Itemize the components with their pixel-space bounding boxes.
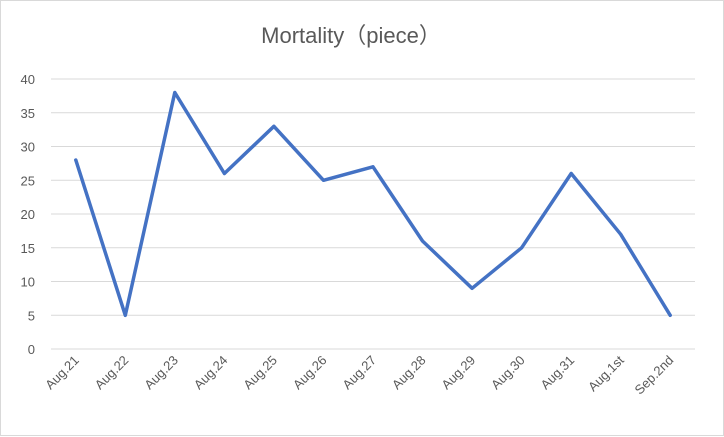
x-tick-label: Aug.25 bbox=[240, 353, 280, 393]
y-tick-label: 10 bbox=[21, 275, 35, 290]
x-tick-label: Aug.28 bbox=[389, 353, 429, 393]
data-point bbox=[371, 165, 375, 169]
gridlines bbox=[51, 78, 695, 350]
data-point bbox=[619, 232, 623, 236]
y-tick-label: 25 bbox=[21, 173, 35, 188]
y-tick-label: 20 bbox=[21, 207, 35, 222]
data-point bbox=[520, 246, 524, 250]
y-tick-label: 35 bbox=[21, 106, 35, 121]
data-point bbox=[569, 172, 573, 175]
chart-title: Mortality（piece） bbox=[261, 23, 441, 48]
x-tick-label: Aug.22 bbox=[92, 353, 132, 393]
y-tick-label: 0 bbox=[28, 342, 35, 357]
x-tick-label: Aug.31 bbox=[538, 353, 578, 393]
x-tick-label: Sep.2nd bbox=[631, 353, 676, 398]
data-point bbox=[173, 91, 177, 94]
x-axis-ticks: Aug.21 Aug.22 Aug.23 Aug.24 Aug.25 Aug.26 Aug.… bbox=[42, 352, 676, 397]
data-point bbox=[123, 313, 127, 317]
data-point bbox=[421, 239, 425, 243]
y-tick-label: 30 bbox=[21, 140, 35, 155]
x-tick-label: Aug.1st bbox=[585, 352, 627, 394]
x-tick-label: Aug.24 bbox=[191, 353, 231, 393]
x-tick-label: Aug.21 bbox=[42, 353, 82, 393]
x-tick-label: Aug.27 bbox=[339, 353, 379, 393]
data-point bbox=[668, 313, 672, 317]
data-point bbox=[272, 124, 276, 128]
y-tick-label: 5 bbox=[28, 308, 35, 323]
x-tick-label: Aug.29 bbox=[438, 353, 478, 393]
x-tick-label: Aug.26 bbox=[290, 353, 330, 393]
series-layer bbox=[74, 90, 672, 318]
y-tick-label: 15 bbox=[21, 241, 35, 256]
data-point bbox=[74, 158, 78, 162]
x-tick-label: Aug.23 bbox=[141, 353, 181, 393]
y-tick-label: 40 bbox=[21, 72, 35, 87]
data-point bbox=[222, 172, 226, 175]
data-point bbox=[321, 178, 325, 182]
y-axis-ticks: 0 5 10 15 20 25 30 35 40 bbox=[21, 72, 35, 357]
data-point bbox=[470, 286, 474, 290]
x-tick-label: Aug.30 bbox=[488, 353, 528, 393]
